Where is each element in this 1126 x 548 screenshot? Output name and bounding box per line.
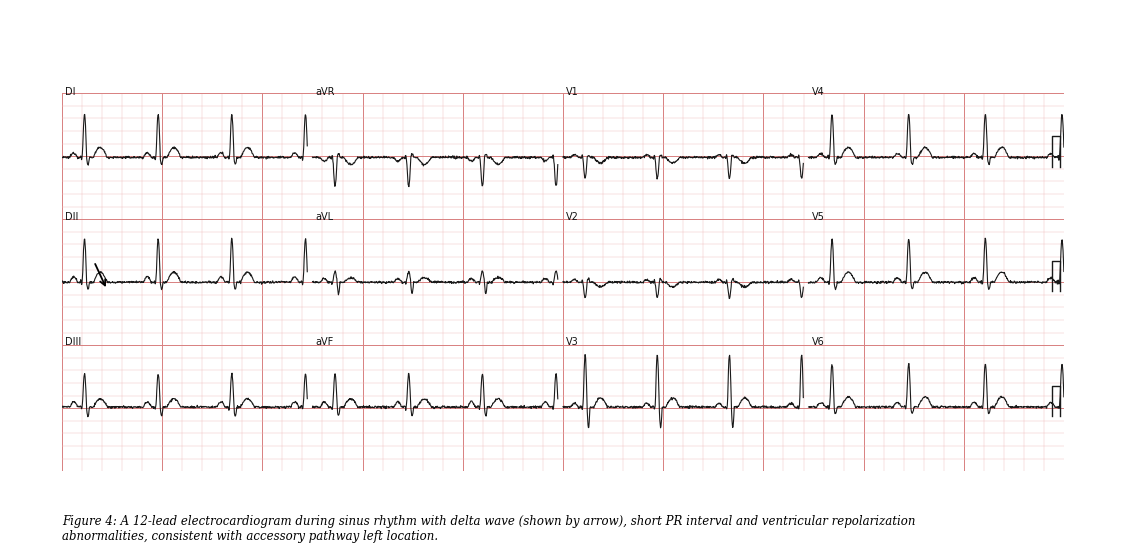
Text: V5: V5 [812, 212, 824, 222]
Text: DI: DI [65, 87, 75, 97]
Text: aVF: aVF [315, 336, 333, 346]
Text: DII: DII [65, 212, 79, 222]
Text: V4: V4 [812, 87, 824, 97]
Text: aVR: aVR [315, 87, 334, 97]
Text: Figure 4: A 12-lead electrocardiogram during sinus rhythm with delta wave (shown: Figure 4: A 12-lead electrocardiogram du… [62, 515, 915, 543]
Text: aVL: aVL [315, 212, 333, 222]
Text: DIII: DIII [65, 336, 81, 346]
Text: V3: V3 [566, 336, 579, 346]
Text: V2: V2 [566, 212, 579, 222]
Text: V6: V6 [812, 336, 824, 346]
Text: V1: V1 [566, 87, 579, 97]
